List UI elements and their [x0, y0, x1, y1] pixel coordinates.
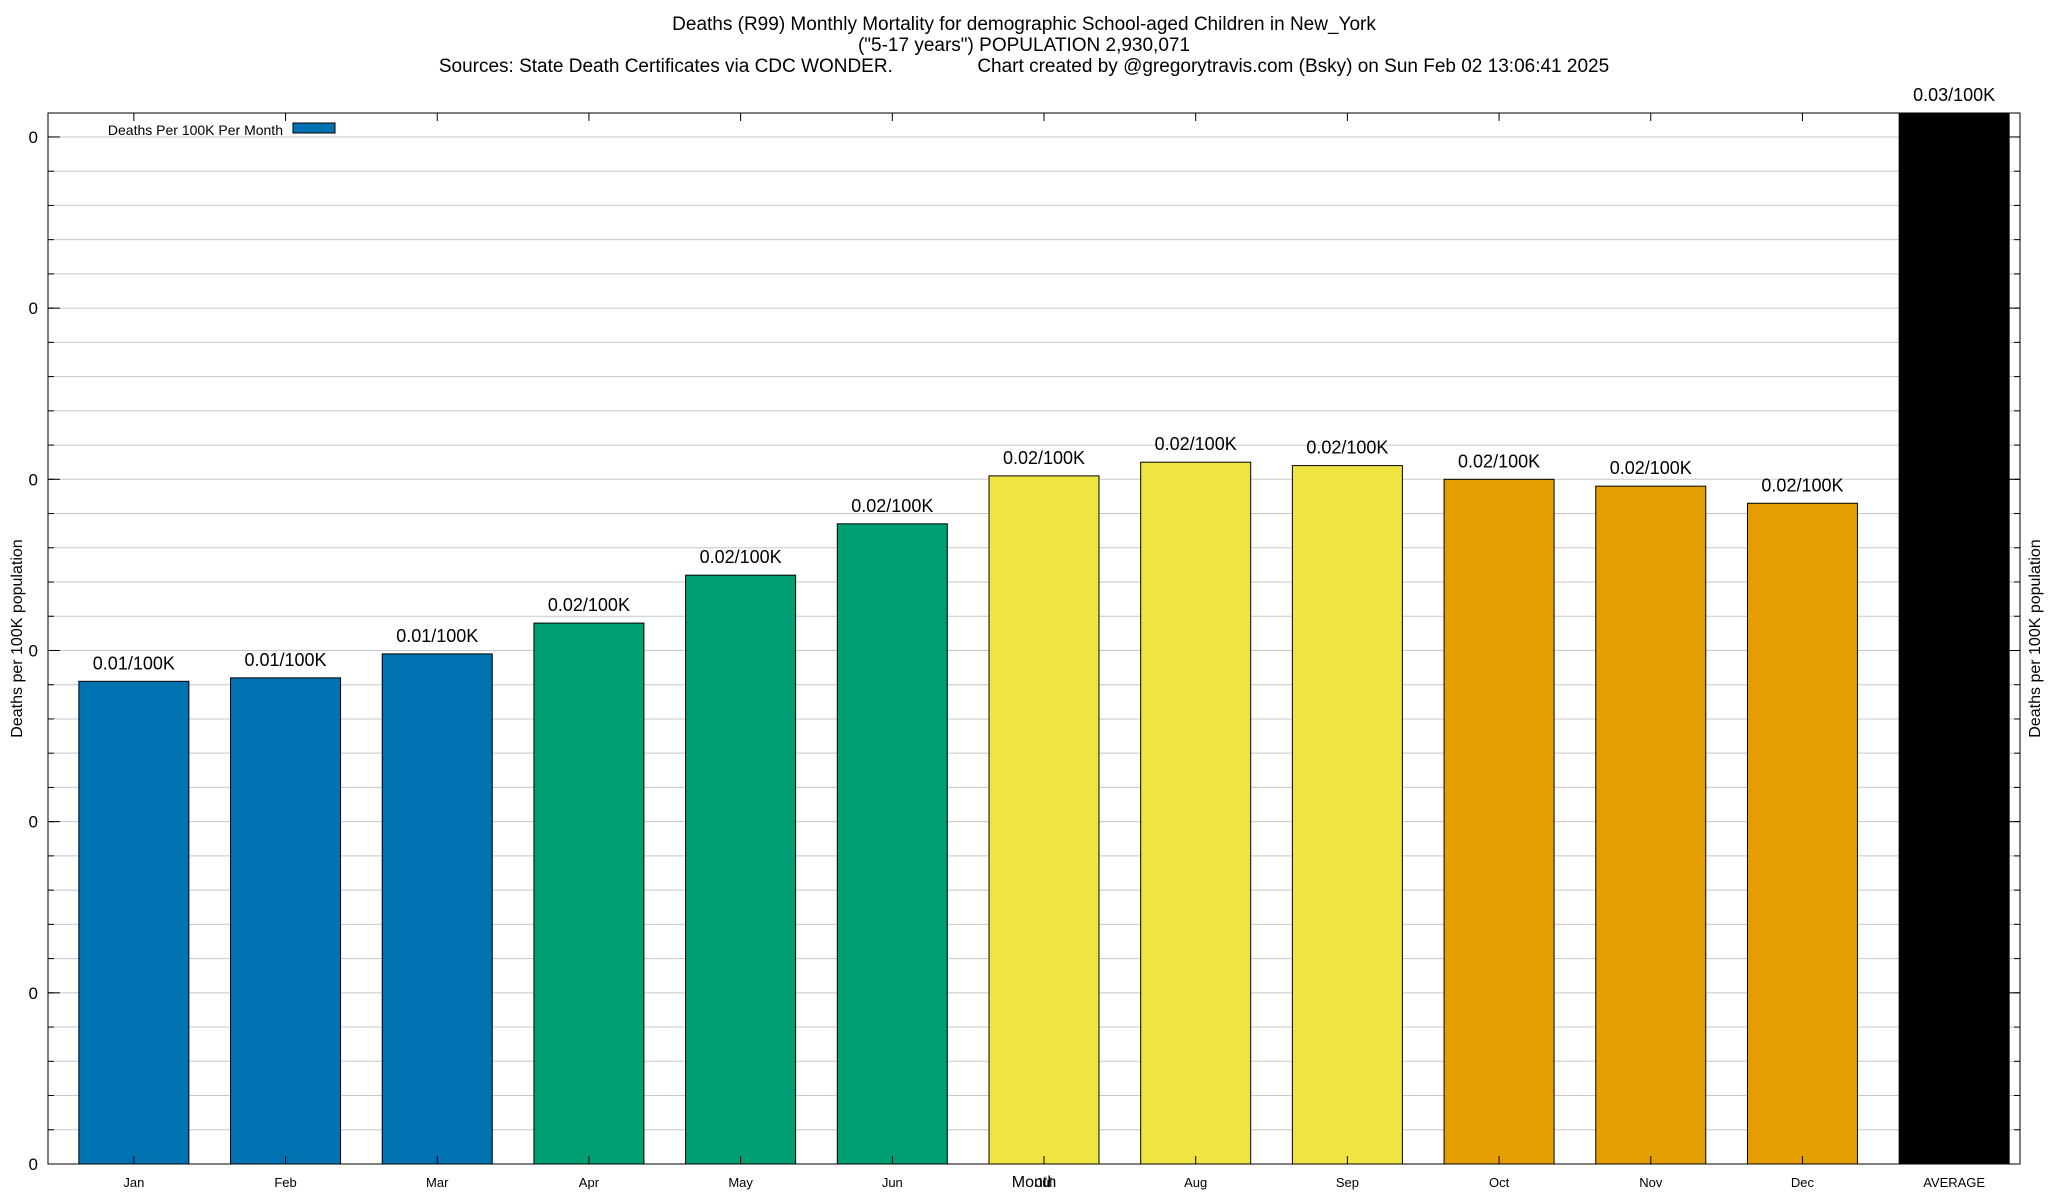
x-tick-label: AVERAGE	[1923, 1175, 1985, 1190]
chart-subtitle: ("5-17 years") POPULATION 2,930,071	[857, 35, 1191, 56]
y-tick-label: 0	[29, 470, 38, 489]
bar-mar	[381, 653, 493, 1165]
bar-value-label: 0.02/100K	[1306, 438, 1388, 458]
bar-nov	[1595, 485, 1707, 1165]
y-tick-label: 0	[29, 299, 38, 318]
y-tick-label: 0	[29, 641, 38, 660]
bar-oct	[1443, 478, 1555, 1165]
legend-swatch	[292, 122, 336, 134]
bar-sep	[1291, 465, 1403, 1165]
x-tick-label: Nov	[1639, 1175, 1663, 1190]
bar-apr	[533, 622, 645, 1165]
x-tick-label: Jun	[882, 1175, 903, 1190]
bar-value-label: 0.01/100K	[93, 653, 175, 673]
chart-credit: Chart created by @gregorytravis.com (Bsk…	[977, 56, 1610, 77]
x-tick-label: Sep	[1336, 1175, 1359, 1190]
plot-frame	[47, 112, 2021, 1165]
x-tick-label: Jul	[1036, 1175, 1053, 1190]
x-axis-title: Month	[1012, 1174, 1056, 1191]
bar-value-label: 0.02/100K	[851, 496, 933, 516]
bar-value-label: 0.02/100K	[1610, 458, 1692, 478]
x-tick-label: Mar	[426, 1175, 449, 1190]
chart-sources: Sources: State Death Certificates via CD…	[438, 56, 893, 77]
axis-ticks: 0 0 0 0 0 0 0	[29, 113, 2020, 1174]
legend: Deaths Per 100K Per Month	[108, 122, 336, 138]
x-tick-label: Feb	[274, 1175, 296, 1190]
bars	[78, 112, 2010, 1165]
bar-jan	[78, 680, 190, 1165]
bar-value-label: 0.02/100K	[1003, 448, 1085, 468]
y-tick-label: 0	[29, 1155, 38, 1174]
bar-feb	[230, 677, 342, 1165]
legend-label: Deaths Per 100K Per Month	[108, 122, 283, 138]
y-tick-label: 0	[29, 984, 38, 1003]
x-tick-label: Dec	[1791, 1175, 1815, 1190]
y-tick-label: 0	[29, 128, 38, 147]
bar-jun	[836, 523, 948, 1165]
bar-value-label: 0.02/100K	[700, 547, 782, 567]
bar-value-label: 0.03/100K	[1913, 85, 1995, 105]
y-axis-title-right: Deaths per 100K population	[2027, 539, 2044, 737]
bar-value-label: 0.02/100K	[548, 595, 630, 615]
bar-value-label: 0.02/100K	[1458, 451, 1540, 471]
bar-value-label: 0.01/100K	[244, 650, 326, 670]
bar-jul	[988, 475, 1100, 1165]
chart-source-line: Sources: State Death Certificates via CD…	[0, 56, 2048, 77]
y-axis-title-left: Deaths per 100K population	[9, 539, 26, 737]
bar-value-label: 0.02/100K	[1155, 434, 1237, 454]
bar-average	[1898, 112, 2010, 1165]
bar-value-label: 0.01/100K	[396, 626, 478, 646]
bar-aug	[1140, 461, 1252, 1165]
chart-title: Deaths (R99) Monthly Mortality for demog…	[672, 14, 1376, 35]
y-tick-label: 0	[29, 813, 38, 832]
x-tick-label: Apr	[579, 1175, 600, 1190]
x-tick-label: May	[728, 1175, 753, 1190]
x-tick-label: Oct	[1489, 1175, 1510, 1190]
bar-may	[685, 574, 797, 1165]
x-tick-label: Jan	[123, 1175, 144, 1190]
x-tick-label: Aug	[1184, 1175, 1207, 1190]
bar-dec	[1746, 502, 1858, 1165]
bar-value-label: 0.02/100K	[1761, 475, 1843, 495]
chart-title-block: Deaths (R99) Monthly Mortality for demog…	[0, 14, 2048, 77]
bar-labels: 0.01/100K Jan 0.01/100K Feb 0.01/100K Mar 0.02…	[93, 85, 1995, 1190]
